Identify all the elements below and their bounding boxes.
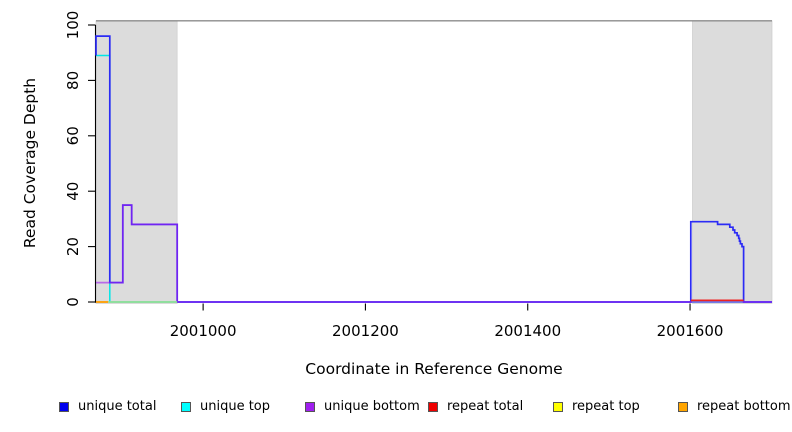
series-unique-bottom bbox=[96, 204, 772, 303]
legend-label: repeat total bbox=[447, 399, 524, 414]
y-tick-label: 40 bbox=[64, 182, 82, 201]
legend-item-unique-total: unique total bbox=[59, 399, 156, 415]
legend-swatch-repeat-bottom bbox=[678, 402, 688, 412]
legend-item-unique-top: unique top bbox=[181, 399, 270, 415]
x-tick-label: 2001600 bbox=[657, 322, 724, 340]
series-unique-top bbox=[96, 54, 772, 303]
legend-item-repeat-top: repeat top bbox=[553, 399, 640, 415]
y-tick-label: 0 bbox=[64, 297, 82, 307]
y-tick-label: 80 bbox=[64, 71, 82, 90]
legend-swatch-repeat-total bbox=[428, 402, 438, 412]
series-unique-total bbox=[95, 35, 772, 303]
x-axis-title: Coordinate in Reference Genome bbox=[305, 360, 563, 378]
x-tick-label: 2001200 bbox=[332, 322, 399, 340]
y-tick-label: 20 bbox=[64, 237, 82, 256]
legend-item-repeat-total: repeat total bbox=[428, 399, 523, 415]
y-tick-label: 60 bbox=[64, 126, 82, 145]
plot-legend: unique total unique top unique bottom repea… bbox=[0, 399, 792, 417]
legend-label: repeat bottom bbox=[697, 399, 791, 414]
legend-label: unique total bbox=[78, 399, 157, 414]
legend-label: repeat top bbox=[572, 399, 640, 414]
legend-swatch-unique-bottom bbox=[305, 402, 315, 412]
right-shaded-region bbox=[692, 20, 773, 304]
y-axis-title: Read Coverage Depth bbox=[21, 77, 39, 249]
x-tick-label: 2001000 bbox=[170, 322, 237, 340]
legend-item-repeat-bottom: repeat bottom bbox=[678, 399, 791, 415]
x-tick-label: 2001400 bbox=[494, 322, 561, 340]
legend-swatch-unique-total bbox=[59, 402, 69, 412]
left-shaded-region bbox=[95, 20, 178, 304]
y-tick-label: 100 bbox=[64, 11, 82, 40]
legend-swatch-repeat-top bbox=[553, 402, 563, 412]
legend-swatch-unique-top bbox=[181, 402, 191, 412]
legend-label: unique top bbox=[200, 399, 271, 414]
legend-item-unique-bottom: unique bottom bbox=[305, 399, 420, 415]
legend-label: unique bottom bbox=[324, 399, 420, 414]
